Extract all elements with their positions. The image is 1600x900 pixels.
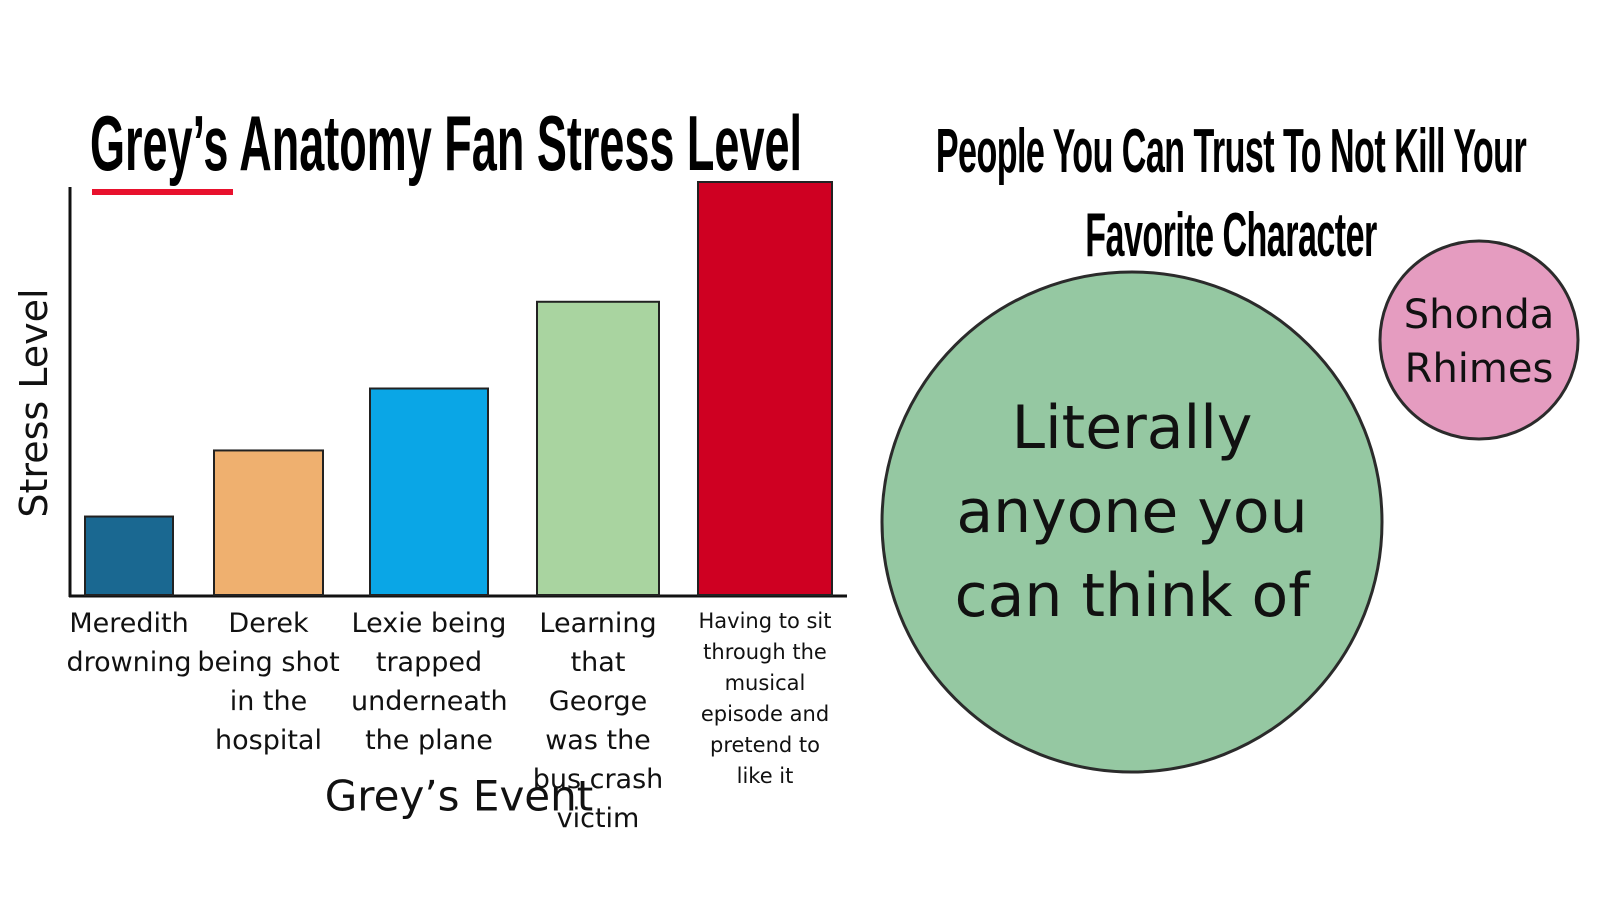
x-tick-label: Having to sit through the musical episod… bbox=[698, 609, 832, 788]
circle bbox=[880, 270, 1384, 774]
bar bbox=[369, 387, 489, 596]
circle-label: Shonda Rhimes bbox=[1403, 292, 1555, 392]
chart-title: Grey’s Anatomy Fan Stress Level bbox=[90, 99, 802, 187]
bar bbox=[213, 449, 324, 597]
diagram-title: People You Can Trust To Not Kill Your Fa… bbox=[935, 117, 1527, 270]
x-tick-label: Lexie being trapped underneath the plane bbox=[351, 608, 508, 756]
diagram bbox=[880, 239, 1580, 774]
circle bbox=[1378, 239, 1580, 441]
x-tick-label: Meredith drowning bbox=[66, 608, 192, 678]
x-tick-label: Learning that George was the bus crash v… bbox=[532, 608, 664, 834]
circle-label: Literally anyone you can think of bbox=[954, 393, 1310, 631]
bar bbox=[697, 181, 833, 596]
bar bbox=[84, 515, 174, 597]
x-axis-label: Grey’s Event bbox=[324, 771, 594, 821]
bar bbox=[536, 300, 660, 596]
x-tick-label: Derek being shot in the hospital bbox=[197, 608, 340, 756]
y-axis-label: Stress Level bbox=[12, 288, 56, 518]
